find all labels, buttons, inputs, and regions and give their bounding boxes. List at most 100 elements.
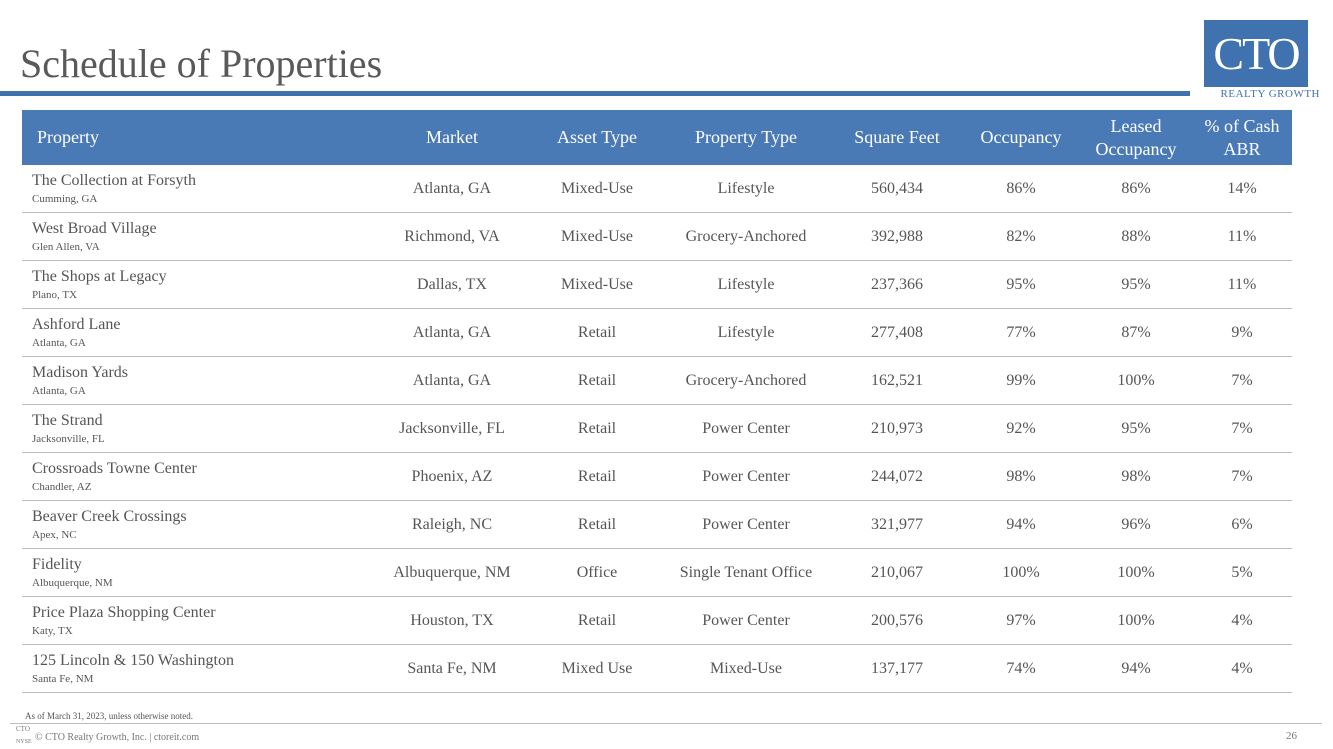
table-cell: 244,072 xyxy=(871,467,923,485)
table-cell: Grocery-Anchored xyxy=(685,227,807,245)
property-name: Price Plaza Shopping Center xyxy=(32,604,216,621)
table-cell: Mixed-Use xyxy=(561,227,633,245)
table-cell: 74% xyxy=(1006,659,1036,677)
table-cell: 9% xyxy=(1231,323,1253,341)
property-location: Atlanta, GA xyxy=(32,337,86,349)
table-cell: 14% xyxy=(1227,179,1257,197)
property-name: 125 Lincoln & 150 Washington xyxy=(32,652,234,669)
column-header: Square Feet xyxy=(854,127,940,147)
property-location: Jacksonville, FL xyxy=(32,433,105,445)
table-cell: Phoenix, AZ xyxy=(411,467,493,485)
table-row: Price Plaza Shopping Center Katy, TX Houst… xyxy=(22,597,1292,645)
table-cell: 98% xyxy=(1121,467,1151,485)
property-name: Crossroads Towne Center xyxy=(32,460,197,477)
table-cell: 162,521 xyxy=(871,371,923,389)
table-cell: 86% xyxy=(1121,179,1151,197)
property-name: Beaver Creek Crossings xyxy=(32,508,187,525)
table-cell: Mixed-Use xyxy=(710,659,782,677)
property-location: Plano, TX xyxy=(32,289,78,301)
table-cell: 94% xyxy=(1006,515,1036,533)
property-name: Ashford Lane xyxy=(32,316,121,333)
column-header: % of Cash ABR xyxy=(1204,115,1280,159)
column-header: Market xyxy=(426,127,478,147)
table-cell: Power Center xyxy=(702,515,790,533)
table-row: Beaver Creek Crossings Apex, NC Raleigh, N… xyxy=(22,501,1292,549)
logo: CTO xyxy=(1204,20,1308,87)
table-cell: Dallas, TX xyxy=(417,275,487,293)
page-number: 26 xyxy=(1286,730,1297,742)
table-cell: Lifestyle xyxy=(717,179,775,197)
table-cell: 210,067 xyxy=(871,563,923,581)
table-cell: 82% xyxy=(1006,227,1036,245)
footer-exchange: NYSE xyxy=(16,739,32,745)
property-location: Atlanta, GA xyxy=(32,385,86,397)
table-cell: Grocery-Anchored xyxy=(685,371,807,389)
table-cell: Retail xyxy=(577,419,617,437)
table-row: Madison Yards Atlanta, GA Atlanta, GA Retai… xyxy=(22,357,1292,405)
table-cell: Office xyxy=(576,563,618,581)
table-cell: 95% xyxy=(1121,419,1151,437)
title-bar xyxy=(0,91,1190,96)
property-location: Santa Fe, NM xyxy=(32,673,94,685)
table-cell: 92% xyxy=(1006,419,1036,437)
table-cell: Mixed-Use xyxy=(561,179,633,197)
table-cell: Power Center xyxy=(702,467,790,485)
table-cell: Lifestyle xyxy=(717,323,775,341)
table-row: The Shops at Legacy Plano, TX Dallas, TX Mi… xyxy=(22,261,1292,309)
table-cell: 100% xyxy=(1117,563,1155,581)
table-cell: 87% xyxy=(1121,323,1151,341)
table-cell: 6% xyxy=(1231,515,1253,533)
property-location: Apex, NC xyxy=(32,529,77,541)
column-header: Asset Type xyxy=(557,127,637,147)
table-cell: 237,366 xyxy=(871,275,923,293)
table-cell: 100% xyxy=(1002,563,1040,581)
table-cell: Mixed-Use xyxy=(561,275,633,293)
property-name: Madison Yards xyxy=(32,364,129,381)
table-cell: Power Center xyxy=(702,611,790,629)
table-cell: Retail xyxy=(577,611,617,629)
table-cell: 7% xyxy=(1231,371,1253,389)
table-cell: Richmond, VA xyxy=(404,227,500,245)
table-row: Ashford Lane Atlanta, GA Atlanta, GA Retail… xyxy=(22,309,1292,357)
table-cell: 210,973 xyxy=(871,419,923,437)
property-location: Chandler, AZ xyxy=(32,481,92,493)
table-row: The Collection at Forsyth Cumming, GA Atla… xyxy=(22,165,1292,213)
table-cell: 11% xyxy=(1227,275,1257,293)
footer-rule xyxy=(10,723,1322,724)
table-cell: 95% xyxy=(1006,275,1036,293)
table-cell: Mixed Use xyxy=(561,659,633,677)
title: Schedule of Properties xyxy=(20,41,383,86)
table-cell: Retail xyxy=(577,371,617,389)
table-cell: 200,576 xyxy=(871,611,923,629)
table-cell: Retail xyxy=(577,323,617,341)
table-cell: Retail xyxy=(577,515,617,533)
table-cell: 95% xyxy=(1121,275,1151,293)
table-cell: 94% xyxy=(1121,659,1151,677)
table-cell: 560,434 xyxy=(871,179,923,197)
table-cell: 277,408 xyxy=(871,323,923,341)
table-cell: Single Tenant Office xyxy=(679,563,813,581)
table-cell: 100% xyxy=(1117,371,1155,389)
table-row: The Strand Jacksonville, FL Jacksonville, … xyxy=(22,405,1292,453)
property-location: Katy, TX xyxy=(32,625,73,637)
property-name: Fidelity xyxy=(32,556,82,573)
table-cell: 99% xyxy=(1006,371,1036,389)
table-cell: 97% xyxy=(1006,611,1036,629)
logo-tagline: REALTY GROWTH xyxy=(1220,88,1320,100)
table-cell: 7% xyxy=(1231,419,1253,437)
table-cell: Jacksonville, FL xyxy=(399,419,505,437)
table-row: Fidelity Albuquerque, NM Albuquerque, NM Of… xyxy=(22,549,1292,597)
table-cell: 77% xyxy=(1006,323,1036,341)
column-header: Property xyxy=(37,127,99,147)
property-location: Albuquerque, NM xyxy=(32,577,113,589)
footer-text: © CTO Realty Growth, Inc. | ctoreit.com xyxy=(35,732,200,743)
property-name: The Shops at Legacy xyxy=(32,268,167,285)
table-row: Crossroads Towne Center Chandler, AZ Phoen… xyxy=(22,453,1292,501)
table-cell: Houston, TX xyxy=(410,611,494,629)
table-cell: 100% xyxy=(1117,611,1155,629)
column-header: Leased Occupancy xyxy=(1095,115,1177,159)
column-header: Property Type xyxy=(695,127,797,147)
table-cell: 4% xyxy=(1231,659,1253,677)
table-cell: 5% xyxy=(1231,563,1253,581)
table-cell: Power Center xyxy=(702,419,790,437)
